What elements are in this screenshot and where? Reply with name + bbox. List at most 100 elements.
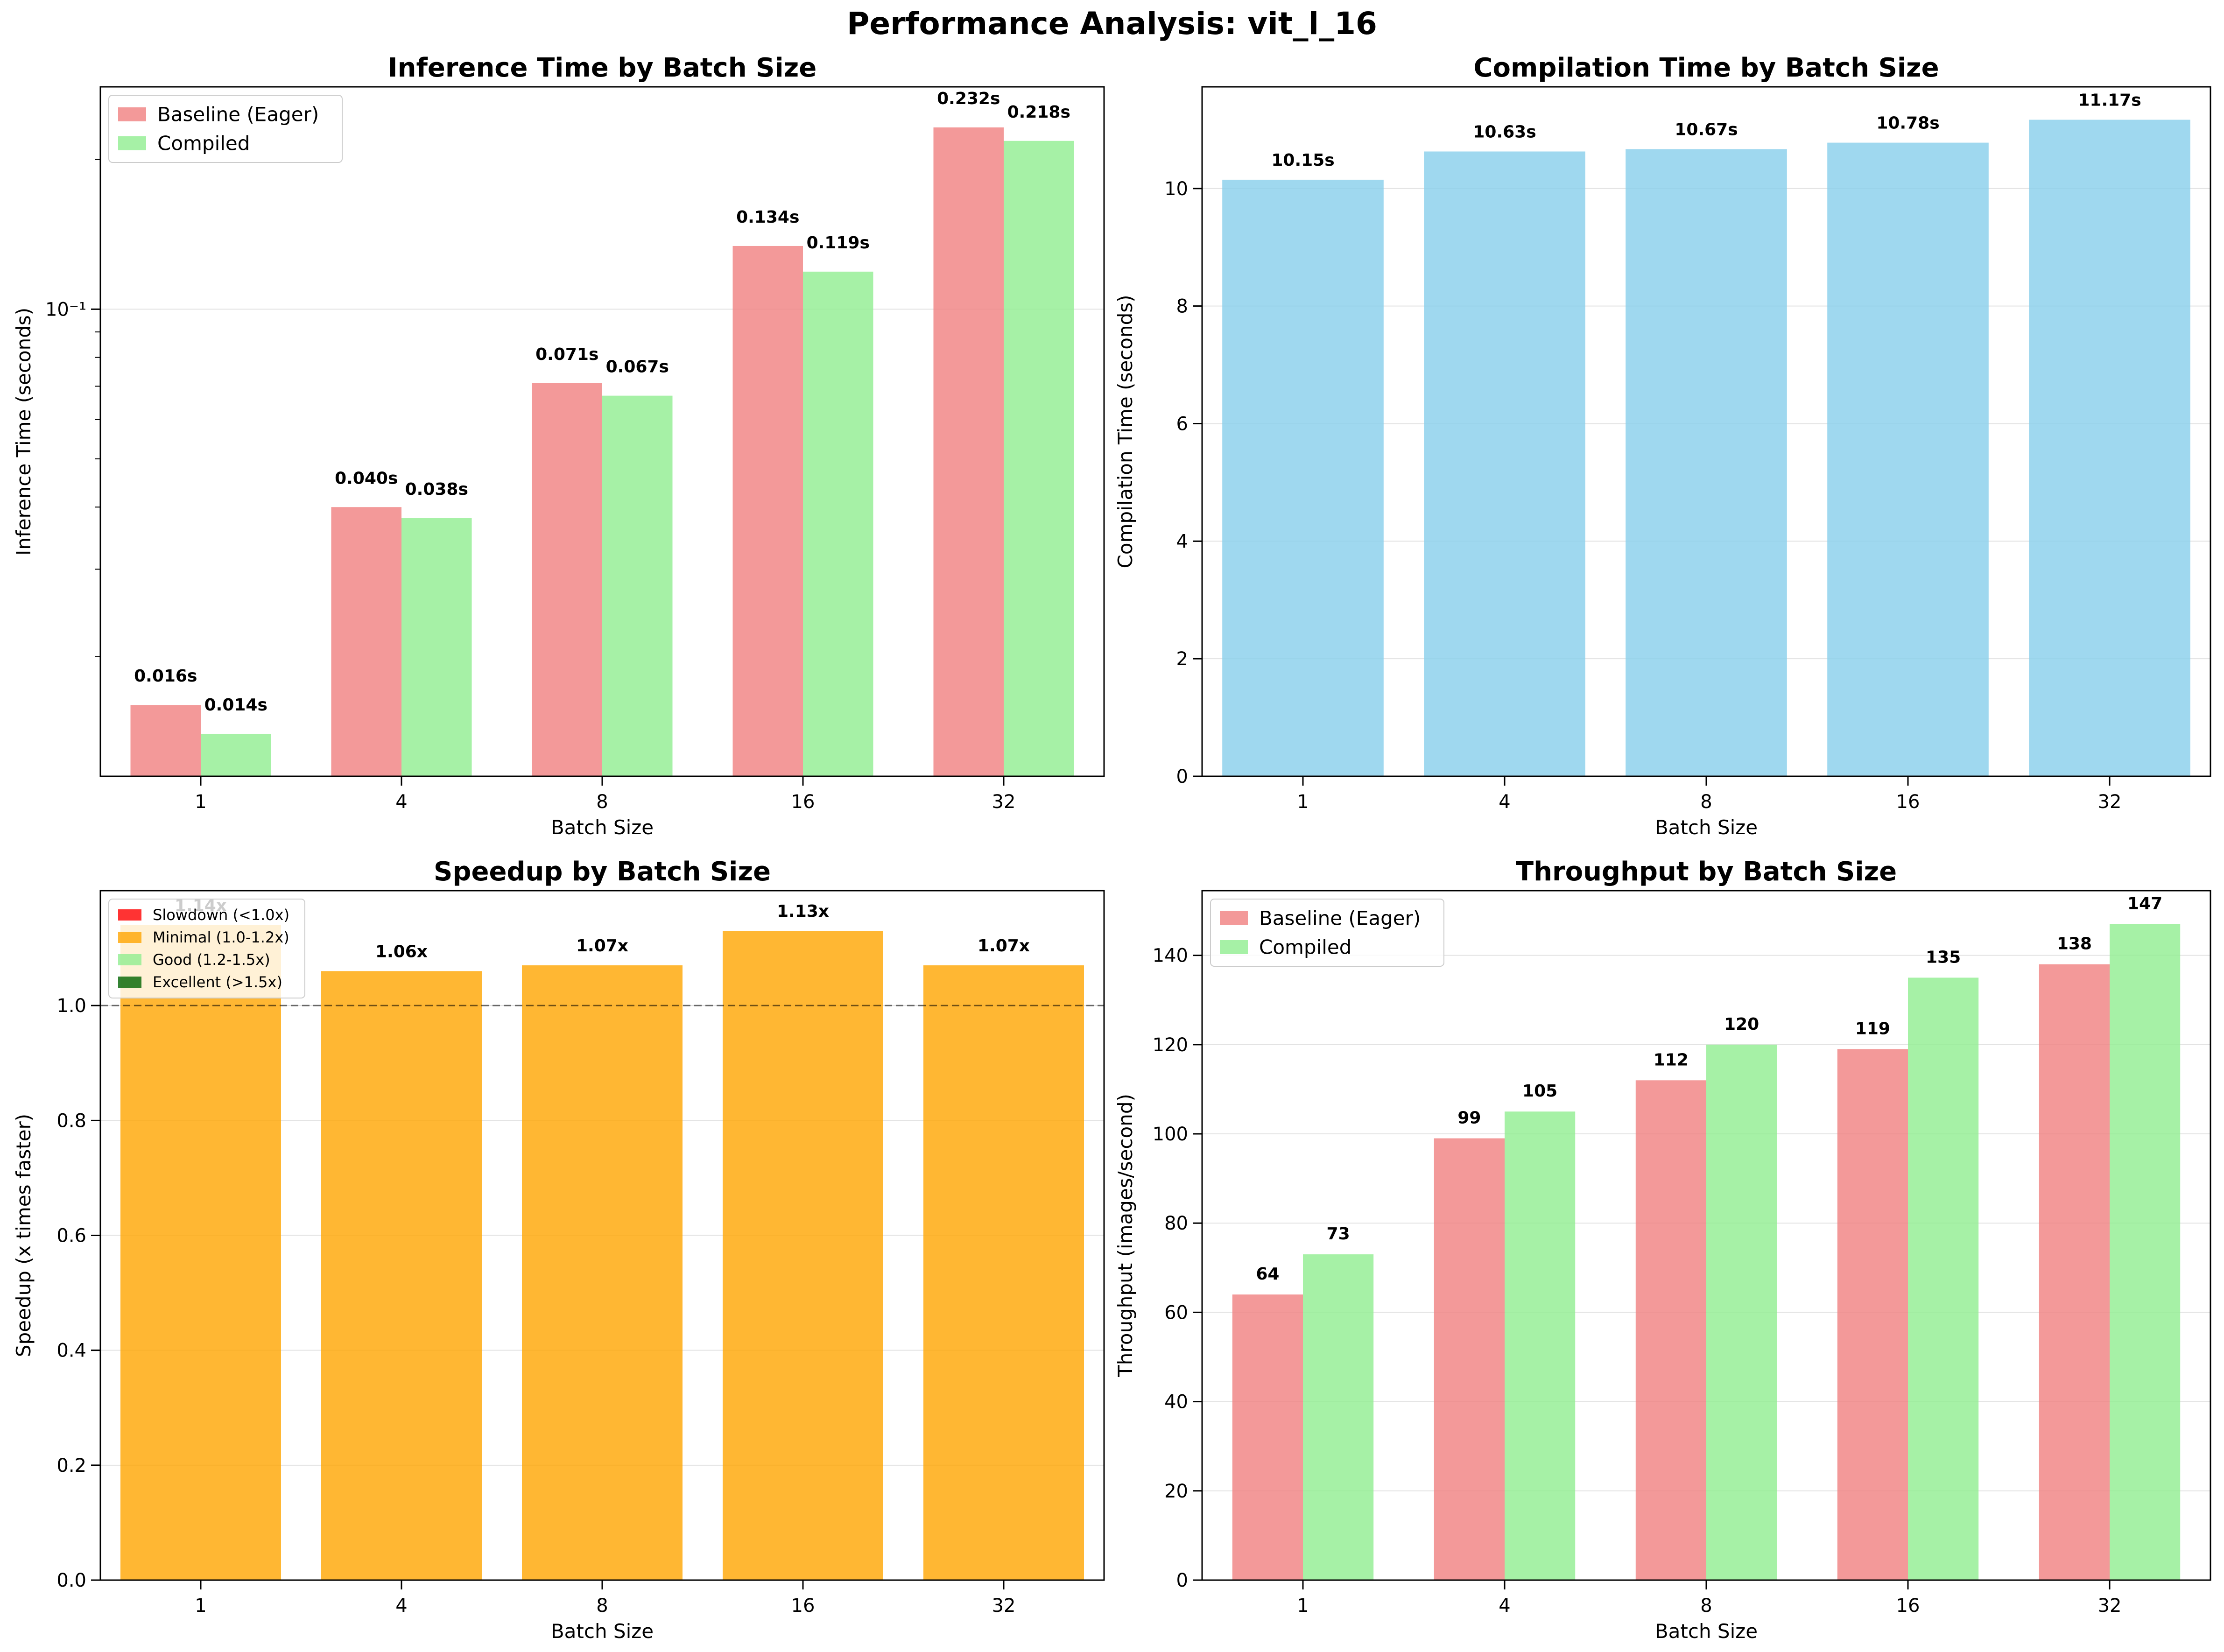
y-tick-label: 140 xyxy=(1153,945,1188,967)
data-label: 0.014s xyxy=(204,696,267,715)
y-axis-label: Speedup (x times faster) xyxy=(12,1114,35,1357)
legend: Baseline (Eager) Compiled xyxy=(108,95,343,163)
x-axis-label: Batch Size xyxy=(551,1620,654,1643)
y-tick-label: 60 xyxy=(1164,1302,1188,1323)
data-label: 1.06x xyxy=(375,942,428,961)
bar xyxy=(2029,120,2190,777)
bar xyxy=(1424,151,1585,777)
bar-baseline xyxy=(1635,1080,1706,1580)
data-label: 10.63s xyxy=(1473,123,1536,142)
data-label: 0.038s xyxy=(405,480,468,499)
bar-compiled xyxy=(602,395,673,776)
data-label: 1.13x xyxy=(777,902,829,921)
data-label: 10.67s xyxy=(1675,120,1738,139)
data-label: 0.016s xyxy=(134,667,197,686)
x-tick-label: 4 xyxy=(1499,1595,1510,1617)
bar-baseline xyxy=(933,127,1004,777)
y-tick-label: 40 xyxy=(1164,1392,1188,1413)
bar-compiled xyxy=(1505,1111,1576,1580)
data-label: 0.232s xyxy=(937,89,1000,108)
y-axis-label: Compilation Time (seconds) xyxy=(1114,295,1137,568)
y-tick-label: 0.0 xyxy=(56,1570,86,1591)
bar xyxy=(723,931,883,1580)
data-label: 64 xyxy=(1256,1265,1279,1284)
y-tick-label: 1.0 xyxy=(56,995,86,1017)
x-axis-label: Batch Size xyxy=(1655,1620,1758,1643)
x-tick-label: 32 xyxy=(2098,791,2122,813)
data-label: 120 xyxy=(1724,1015,1759,1034)
legend-swatch xyxy=(1220,911,1248,925)
bar-compiled xyxy=(201,733,271,776)
y-tick-label: 0 xyxy=(1176,766,1188,787)
bar-baseline xyxy=(331,507,401,776)
data-label: 0.071s xyxy=(535,345,598,364)
y-tick-label: 0.2 xyxy=(56,1455,86,1476)
data-label: 0.134s xyxy=(736,208,799,227)
bar-compiled xyxy=(1706,1044,1777,1580)
legend-swatch xyxy=(118,909,141,921)
data-label: 138 xyxy=(2057,935,2092,954)
y-tick-label: 0.6 xyxy=(56,1225,86,1247)
bar-baseline xyxy=(2039,964,2110,1580)
bar xyxy=(522,965,683,1580)
y-tick-label: 0.4 xyxy=(56,1340,86,1362)
data-label: 11.17s xyxy=(2078,91,2141,110)
legend-swatch xyxy=(118,977,141,988)
legend-label: Baseline (Eager) xyxy=(157,103,319,126)
x-tick-label: 8 xyxy=(1700,791,1712,813)
y-tick-label: 100 xyxy=(1153,1124,1188,1145)
chart-title: Inference Time by Batch Size xyxy=(388,53,816,83)
data-label: 73 xyxy=(1327,1224,1350,1244)
bar xyxy=(1626,149,1787,776)
x-tick-label: 8 xyxy=(596,791,608,813)
y-tick-label: 2 xyxy=(1176,648,1188,670)
data-label: 99 xyxy=(1457,1109,1481,1128)
data-label: 0.119s xyxy=(807,233,870,253)
legend-swatch xyxy=(118,932,141,943)
y-tick-label: 120 xyxy=(1153,1034,1188,1056)
bar xyxy=(923,965,1084,1580)
legend-swatch xyxy=(118,954,141,965)
data-label: 10.78s xyxy=(1876,114,1939,133)
y-tick-label: 6 xyxy=(1176,414,1188,435)
y-tick-label: 10⁻¹ xyxy=(45,299,86,320)
bar xyxy=(1827,142,1989,777)
x-tick-label: 4 xyxy=(395,1595,407,1617)
bar xyxy=(1222,179,1384,776)
y-axis-label: Throughput (images/second) xyxy=(1114,1094,1137,1378)
x-tick-label: 1 xyxy=(195,1595,206,1617)
bar-compiled xyxy=(401,518,472,776)
bar-compiled xyxy=(803,271,873,776)
data-label: 0.067s xyxy=(606,358,669,377)
chart-title: Speedup by Batch Size xyxy=(434,857,771,887)
y-tick-label: 80 xyxy=(1164,1213,1188,1234)
bar-baseline xyxy=(1434,1138,1505,1580)
legend-label: Compiled xyxy=(1259,936,1351,959)
y-tick-label: 8 xyxy=(1176,296,1188,317)
legend-label: Excellent (>1.5x) xyxy=(153,973,282,991)
data-label: 1.07x xyxy=(978,936,1030,956)
x-tick-label: 1 xyxy=(195,791,206,813)
y-tick-label: 10 xyxy=(1164,178,1188,200)
chart-title: Compilation Time by Batch Size xyxy=(1473,53,1939,83)
data-label: 1.07x xyxy=(576,936,628,956)
bar xyxy=(120,925,281,1580)
bar-baseline xyxy=(1837,1049,1908,1580)
legend-frame xyxy=(108,95,343,163)
chart-panel-0: 0.016s 0.040s 0.071s 0.134s 0.232s 0.014s 0.03… xyxy=(12,53,1105,839)
bar-baseline xyxy=(130,705,201,776)
y-tick-label: 20 xyxy=(1164,1481,1188,1502)
data-label: 10.15s xyxy=(1271,151,1334,170)
data-label: 0.218s xyxy=(1007,103,1070,122)
x-tick-label: 32 xyxy=(2098,1595,2122,1617)
x-tick-label: 4 xyxy=(395,791,407,813)
legend-label: Good (1.2-1.5x) xyxy=(153,951,270,969)
x-tick-label: 8 xyxy=(596,1595,608,1617)
bar-baseline xyxy=(532,383,602,776)
x-tick-label: 1 xyxy=(1297,791,1309,813)
legend-swatch xyxy=(118,136,146,150)
bar-baseline xyxy=(732,246,803,776)
x-axis-label: Batch Size xyxy=(1655,816,1758,839)
